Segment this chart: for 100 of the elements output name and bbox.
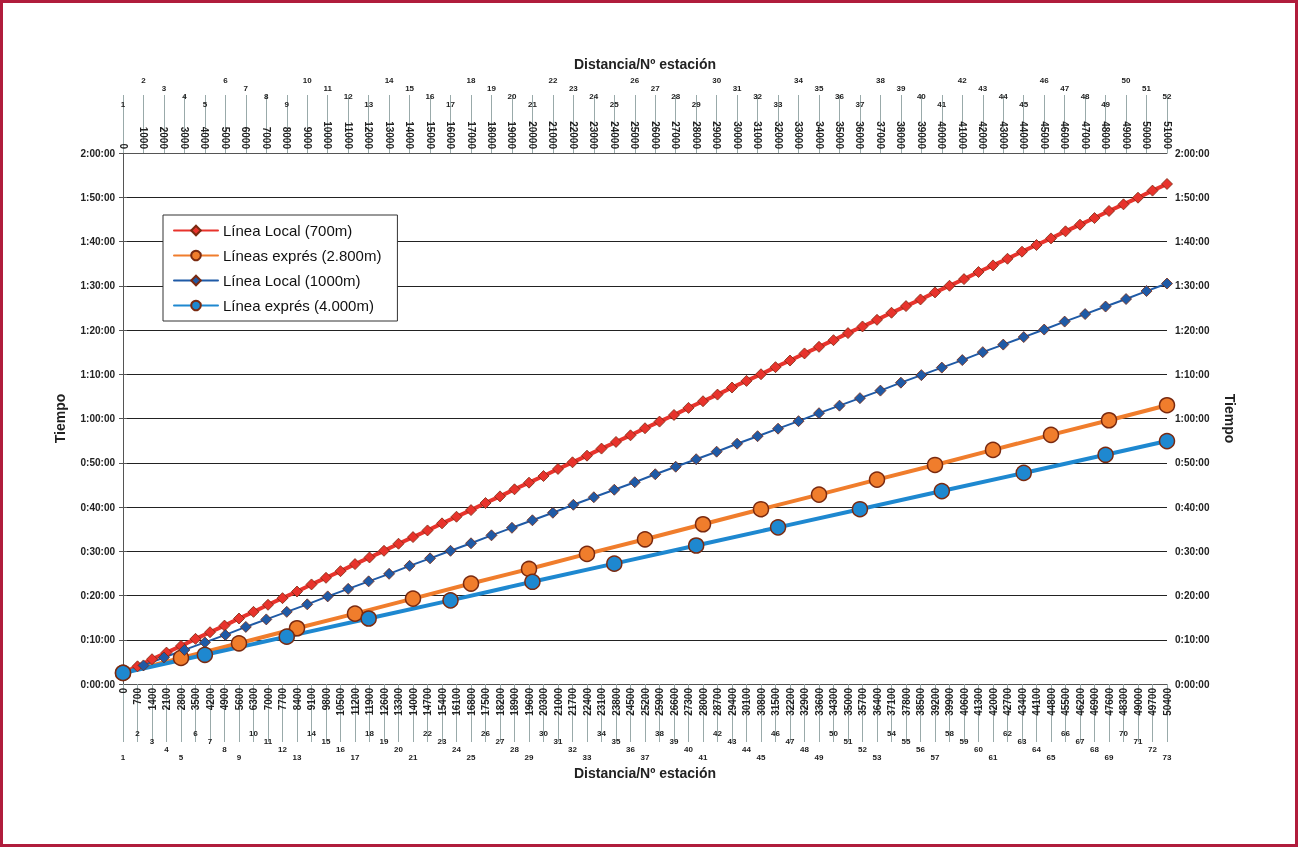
text: 46 (1039, 75, 1050, 85)
text: 23 (568, 83, 579, 93)
text: 20 (507, 91, 517, 101)
x-tick-label: 9800 (320, 687, 332, 711)
text: 19 (379, 736, 389, 746)
x-tick-label: 13300 (393, 687, 404, 716)
text: 73 (1162, 752, 1172, 762)
text: 48 (1080, 91, 1091, 101)
text: 25 (609, 99, 620, 109)
text: 4 (182, 91, 188, 101)
x2-tick-label: 43000 (997, 121, 1009, 150)
text: 36 (835, 91, 845, 101)
text: 1 (120, 752, 126, 762)
text: 41 (698, 752, 708, 762)
x-tick-label: 39900 (944, 687, 955, 716)
text: 63 (1017, 736, 1027, 746)
text: 3 (149, 736, 155, 746)
text: 37 (855, 99, 865, 109)
x2-tick-label: 17000 (465, 121, 477, 150)
x-tick-label: 5600 (233, 687, 245, 711)
x2-tick-label: 42000 (977, 121, 989, 150)
text: 33 (582, 752, 592, 762)
x-tick-label: 9100 (306, 687, 317, 711)
x2-tick-label: 36000 (854, 121, 866, 150)
x2-tick-label: 3000 (178, 126, 190, 150)
y2-tick-label: 0:10:00 (1175, 634, 1210, 646)
x2-tick-label: 27000 (670, 121, 682, 150)
text: 55 (901, 736, 911, 746)
x2-tick-label: 9000 (301, 126, 313, 150)
text: 12 (343, 91, 354, 101)
x-tick-label: 28700 (712, 687, 723, 716)
text: 65 (1046, 752, 1056, 762)
text: 46 (771, 728, 781, 738)
x-tick-label: 700 (132, 687, 143, 705)
y-tick-label: 0:00:00 (80, 678, 116, 690)
x-tick-label: 10500 (335, 687, 346, 716)
x-axis-title: Distancia/Nº estación (573, 765, 717, 781)
x-tick-label: 1400 (146, 687, 158, 711)
text: 21 (408, 752, 418, 762)
text: 15 (405, 83, 415, 93)
y-tick-label: 1:10:00 (80, 368, 116, 380)
text: 62 (1003, 728, 1013, 738)
x-tick-label: 29400 (726, 687, 738, 716)
x-tick-label: 39200 (929, 687, 941, 716)
text: 71 (1133, 736, 1143, 746)
x2-tick-label: 10000 (322, 121, 334, 150)
x2-tick-label: 49000 (1120, 121, 1132, 150)
x-tick-label: 35000 (842, 687, 854, 716)
text: 3 (161, 83, 167, 93)
text: 22 (423, 728, 433, 738)
x-tick-label: 25900 (654, 687, 665, 716)
x-tick-label: 32200 (784, 687, 796, 716)
x2-tick-label: 34000 (813, 121, 825, 150)
text: 15 (321, 736, 331, 746)
text: 48 (800, 744, 810, 754)
text: 18 (365, 728, 375, 738)
text: 5 (202, 99, 208, 109)
text: 24 (589, 91, 599, 101)
text: 68 (1090, 744, 1100, 754)
x-tick-label: 2800 (175, 687, 187, 711)
text: 51 (843, 736, 853, 746)
text: 40 (684, 744, 694, 754)
text: 40 (916, 91, 927, 101)
text: 45 (1019, 99, 1029, 109)
x-tick-label: 36400 (871, 687, 883, 716)
x2-tick-label: 19000 (506, 121, 518, 150)
x2-tick-label: 35000 (833, 121, 845, 150)
y-axis-title: Tiempo (52, 393, 68, 444)
x2-tick-label: 18000 (485, 121, 497, 150)
x-tick-label: 11900 (364, 687, 375, 716)
x-tick-label: 46200 (1074, 687, 1086, 716)
text: 2 (141, 75, 147, 85)
x-tick-label: 26600 (668, 687, 680, 716)
text: 39 (896, 83, 906, 93)
text: 29 (691, 99, 702, 109)
text: 44 (998, 91, 1009, 101)
x-tick-label: 20300 (538, 687, 549, 716)
y2-tick-label: 2:00:00 (1175, 147, 1210, 159)
x2-tick-label: 6000 (240, 126, 252, 150)
x2-tick-label: 21000 (547, 121, 559, 150)
text: 37 (640, 752, 650, 762)
x2-tick-label: 8000 (281, 126, 293, 150)
text: 31 (732, 83, 743, 93)
text: 31 (553, 736, 563, 746)
text: 18 (466, 75, 476, 85)
legend-label: Línea exprés (4.000m) (223, 297, 374, 314)
text: 50 (829, 728, 839, 738)
text: 10 (302, 75, 313, 85)
x-tick-label: 23100 (596, 687, 607, 716)
text: 9 (236, 752, 242, 762)
x-tick-label: 7700 (277, 687, 288, 711)
x-tick-label: 32900 (799, 687, 810, 716)
x2-tick-label: 7000 (260, 126, 272, 150)
text: 12 (278, 744, 288, 754)
y2-tick-label: 0:00:00 (1175, 678, 1210, 690)
text: 21 (527, 99, 538, 109)
x2-tick-label: 41000 (956, 121, 968, 150)
text: 17 (446, 99, 456, 109)
x2-tick-label: 20000 (526, 121, 538, 150)
x-tick-label: 40600 (958, 687, 970, 716)
